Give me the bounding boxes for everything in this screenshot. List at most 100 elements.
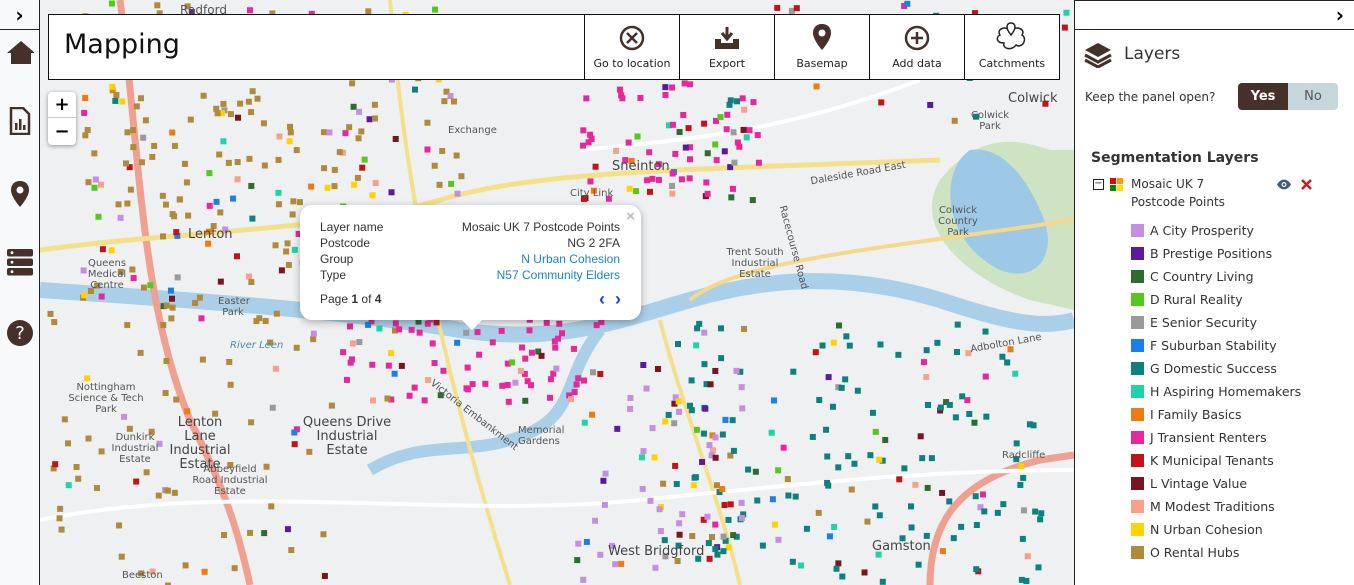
postcode-point[interactable] bbox=[275, 189, 282, 196]
postcode-point[interactable] bbox=[87, 288, 94, 295]
postcode-point[interactable] bbox=[879, 457, 886, 464]
postcode-point[interactable] bbox=[124, 129, 131, 136]
postcode-point[interactable] bbox=[917, 433, 924, 440]
postcode-point[interactable] bbox=[527, 382, 534, 389]
postcode-point[interactable] bbox=[877, 341, 884, 348]
postcode-point[interactable] bbox=[192, 299, 199, 306]
postcode-point[interactable] bbox=[336, 149, 343, 156]
postcode-point[interactable] bbox=[99, 246, 106, 253]
postcode-point[interactable] bbox=[124, 200, 131, 207]
postcode-point[interactable] bbox=[833, 565, 840, 572]
postcode-point[interactable] bbox=[699, 458, 706, 465]
postcode-point[interactable] bbox=[176, 196, 183, 203]
postcode-point[interactable] bbox=[328, 402, 335, 409]
postcode-point[interactable] bbox=[272, 365, 279, 372]
postcode-point[interactable] bbox=[716, 489, 723, 496]
postcode-point[interactable] bbox=[355, 135, 362, 142]
postcode-point[interactable] bbox=[951, 117, 958, 124]
postcode-point[interactable] bbox=[639, 485, 646, 492]
postcode-point[interactable] bbox=[272, 242, 279, 249]
postcode-point[interactable] bbox=[91, 184, 98, 191]
postcode-point[interactable] bbox=[835, 384, 842, 391]
postcode-point[interactable] bbox=[214, 110, 221, 117]
postcode-point[interactable] bbox=[646, 149, 653, 156]
postcode-point[interactable] bbox=[98, 293, 105, 300]
postcode-point[interactable] bbox=[703, 179, 710, 186]
postcode-point[interactable] bbox=[672, 394, 679, 401]
postcode-point[interactable] bbox=[693, 342, 700, 349]
postcode-point[interactable] bbox=[185, 212, 192, 219]
postcode-point[interactable] bbox=[56, 515, 63, 522]
postcode-point[interactable] bbox=[745, 466, 752, 473]
postcode-point[interactable] bbox=[746, 127, 753, 134]
postcode-point[interactable] bbox=[587, 178, 594, 185]
postcode-point[interactable] bbox=[729, 417, 736, 424]
postcode-point[interactable] bbox=[876, 512, 883, 519]
postcode-point[interactable] bbox=[768, 429, 775, 436]
postcode-point[interactable] bbox=[260, 120, 267, 127]
postcode-point[interactable] bbox=[289, 211, 296, 218]
postcode-point[interactable] bbox=[498, 327, 505, 334]
postcode-point[interactable] bbox=[273, 310, 280, 317]
postcode-point[interactable] bbox=[657, 528, 664, 535]
eye-icon[interactable] bbox=[1276, 179, 1292, 190]
postcode-point[interactable] bbox=[652, 564, 659, 571]
postcode-point[interactable] bbox=[640, 362, 647, 369]
postcode-point[interactable] bbox=[388, 189, 395, 196]
postcode-point[interactable] bbox=[593, 322, 600, 329]
postcode-point[interactable] bbox=[825, 374, 832, 381]
postcode-point[interactable] bbox=[555, 335, 562, 342]
postcode-point[interactable] bbox=[122, 160, 129, 167]
postcode-point[interactable] bbox=[687, 156, 694, 163]
postcode-point[interactable] bbox=[126, 425, 133, 432]
postcode-point[interactable] bbox=[681, 80, 688, 87]
postcode-point[interactable] bbox=[784, 476, 791, 483]
postcode-point[interactable] bbox=[923, 532, 930, 539]
postcode-point[interactable] bbox=[605, 195, 612, 202]
postcode-point[interactable] bbox=[953, 349, 960, 356]
postcode-point[interactable] bbox=[287, 129, 294, 136]
postcode-point[interactable] bbox=[235, 114, 242, 121]
postcode-point[interactable] bbox=[730, 447, 737, 454]
postcode-point[interactable] bbox=[656, 506, 663, 513]
postcode-point[interactable] bbox=[923, 374, 930, 381]
postcode-point[interactable] bbox=[567, 396, 574, 403]
postcode-point[interactable] bbox=[722, 537, 729, 544]
postcode-point[interactable] bbox=[117, 268, 124, 275]
postcode-point[interactable] bbox=[723, 126, 730, 133]
postcode-point[interactable] bbox=[908, 524, 915, 531]
postcode-point[interactable] bbox=[196, 294, 203, 301]
postcode-point[interactable] bbox=[590, 369, 597, 376]
postcode-point[interactable] bbox=[899, 535, 906, 542]
collapse-layer-button[interactable]: − bbox=[1093, 178, 1104, 190]
postcode-point[interactable] bbox=[706, 555, 713, 562]
postcode-point[interactable] bbox=[359, 164, 366, 171]
postcode-point[interactable] bbox=[431, 359, 438, 366]
postcode-point[interactable] bbox=[731, 159, 738, 166]
postcode-point[interactable] bbox=[218, 110, 225, 117]
postcode-point[interactable] bbox=[597, 551, 604, 558]
postcode-point[interactable] bbox=[391, 370, 398, 377]
postcode-point[interactable] bbox=[707, 381, 714, 388]
postcode-point[interactable] bbox=[704, 513, 711, 520]
postcode-point[interactable] bbox=[291, 429, 298, 436]
postcode-point[interactable] bbox=[734, 139, 741, 146]
postcode-point[interactable] bbox=[372, 179, 379, 186]
postcode-point[interactable] bbox=[108, 0, 115, 7]
postcode-point[interactable] bbox=[1000, 501, 1007, 508]
postcode-point[interactable] bbox=[733, 533, 740, 540]
postcode-point[interactable] bbox=[286, 138, 293, 145]
postcode-point[interactable] bbox=[738, 499, 745, 506]
postcode-point[interactable] bbox=[1013, 440, 1020, 447]
postcode-point[interactable] bbox=[384, 395, 391, 402]
postcode-point[interactable] bbox=[254, 95, 261, 102]
postcode-point[interactable] bbox=[727, 164, 734, 171]
postcode-point[interactable] bbox=[709, 447, 716, 454]
postcode-point[interactable] bbox=[971, 419, 978, 426]
postcode-point[interactable] bbox=[248, 182, 255, 189]
postcode-point[interactable] bbox=[396, 326, 403, 333]
postcode-point[interactable] bbox=[994, 509, 1001, 516]
postcode-point[interactable] bbox=[573, 381, 580, 388]
postcode-point[interactable] bbox=[248, 279, 255, 286]
postcode-point[interactable] bbox=[592, 163, 599, 170]
